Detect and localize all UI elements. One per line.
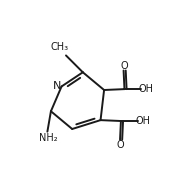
Text: N: N: [53, 81, 61, 91]
Text: CH₃: CH₃: [51, 42, 69, 52]
Text: O: O: [117, 140, 124, 150]
Text: OH: OH: [135, 116, 150, 126]
Text: NH₂: NH₂: [39, 133, 58, 143]
Text: O: O: [120, 60, 128, 71]
Text: OH: OH: [139, 84, 154, 94]
